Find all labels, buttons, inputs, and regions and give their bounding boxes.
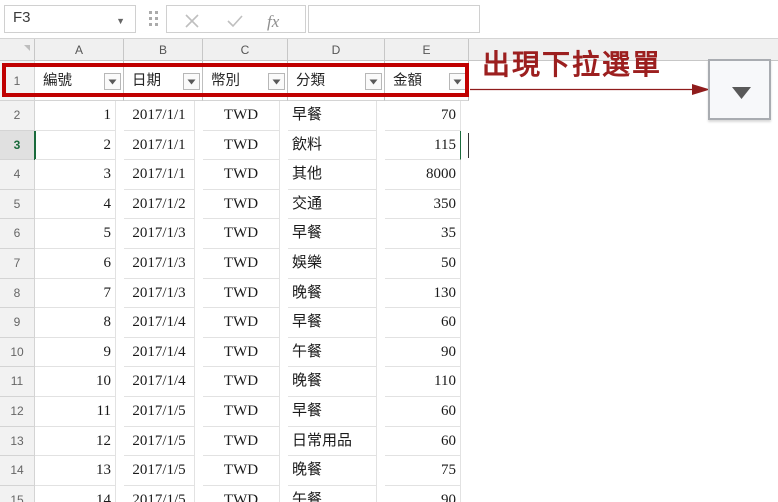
- svg-text:fx: fx: [267, 12, 280, 31]
